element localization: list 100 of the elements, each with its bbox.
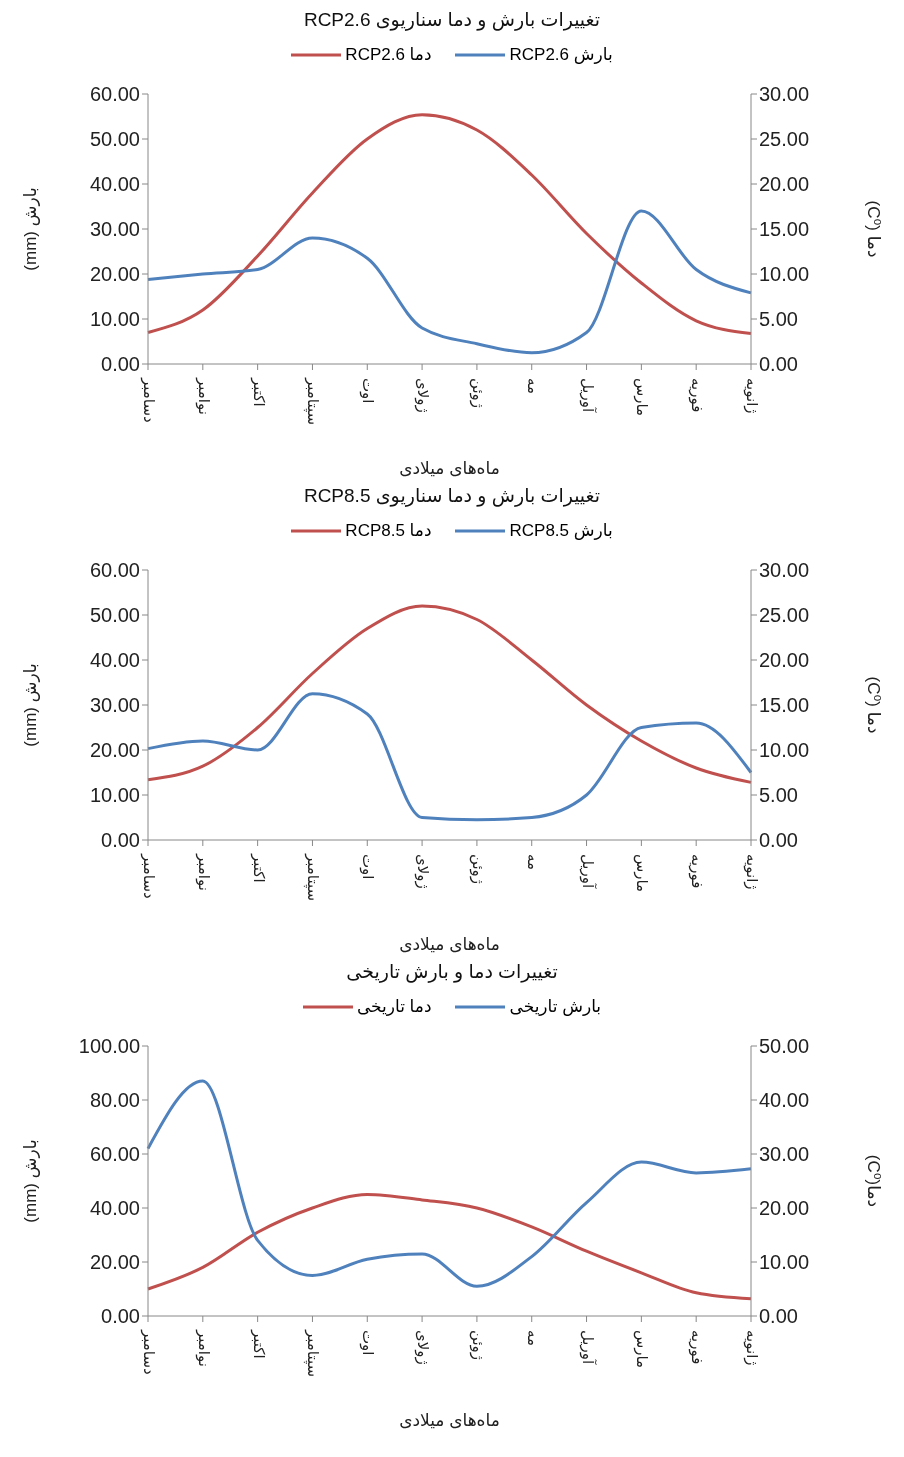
y-tick-label: 0.00 [101,353,140,376]
y-tick-label: 40.00 [89,1197,140,1220]
y2-tick-label: 0.00 [759,1305,798,1328]
chart-title: تغییرات بارش و دما سناریوی RCP2.6 [302,8,602,33]
y-tick-label: 20.00 [89,263,140,286]
y2-tick-label: 5.00 [759,308,798,331]
x-tick-label: اکتبر [249,377,268,407]
x-tick-label: نوامبر [194,1329,213,1367]
y2-tick-label: 20.00 [759,649,810,672]
x-tick-label: سپتامبر [303,1329,323,1378]
y-tick-label: 60.00 [89,559,140,582]
x-tick-label: نوامبر [194,377,213,415]
y2-tick-label: 10.00 [759,739,810,762]
x-tick-label: ژولای [414,854,433,889]
y2-tick-label: 50.00 [759,1035,810,1058]
x-tick-label: مارس [633,378,652,417]
y2-tick-label: 30.00 [759,83,810,106]
x-tick-label: مارس [633,1330,652,1369]
x-tick-label: ژانویه [743,378,762,414]
x-tick-label: دسامبر [140,1329,159,1375]
y-tick-label: 30.00 [89,218,140,241]
x-tick-label: اکتبر [249,1329,268,1359]
x-tick-label: سپتامبر [303,377,323,426]
x-tick-label: ژانویه [743,1330,762,1366]
y2-axis-title: دما(C⁰) [863,1154,883,1208]
y-tick-label: 60.00 [89,1143,140,1166]
x-tick-label: فوریه [688,854,707,889]
y-axis-title: بارش (mm) [21,187,41,271]
line-series [146,604,753,784]
y2-tick-label: 15.00 [759,694,810,717]
x-tick-label: اکتبر [249,853,268,883]
x-tick-label: مه [524,854,542,871]
x-tick-label: مه [524,378,542,395]
y-tick-label: 40.00 [89,173,140,196]
line-series [146,1193,753,1301]
x-axis-title: ماه‌های میلادی [399,935,500,954]
y-tick-label: 10.00 [89,308,140,331]
x-tick-label: فوریه [688,1330,707,1365]
x-tick-label: آوریل [578,854,597,890]
y-tick-label: 0.00 [101,829,140,852]
y2-tick-label: 25.00 [759,604,810,627]
y-tick-label: 20.00 [89,1251,140,1274]
y-tick-label: 100.00 [78,1035,140,1058]
y-tick-label: 10.00 [89,784,140,807]
x-tick-label: ژوئن [468,1330,487,1361]
x-tick-label: دسامبر [140,377,159,423]
x-tick-label: نوامبر [194,853,213,891]
x-tick-label: فوریه [688,378,707,413]
y2-tick-label: 10.00 [759,263,810,286]
y2-tick-label: 30.00 [759,1143,810,1166]
x-tick-label: ژولای [414,1330,433,1365]
legend-label: دما RCP2.6 [345,44,432,65]
x-tick-label: آوریل [578,378,597,414]
y2-axis-title: دما (C⁰) [863,200,883,258]
y-tick-label: 20.00 [89,739,140,762]
line-series [146,692,753,822]
legend-label: دما RCP8.5 [345,520,432,541]
y-axis-title: بارش (mm) [21,663,41,747]
y-axis-title: بارش (mm) [21,1139,41,1223]
y-tick-label: 50.00 [89,128,140,151]
x-tick-label: اوت [359,1330,378,1356]
line-series [146,113,753,335]
x-tick-label: دسامبر [140,853,159,899]
legend-label: بارش RCP8.5 [509,520,613,541]
chart-title: تغییرات دما و بارش تاریخی [345,960,559,985]
x-axis-title: ماه‌های میلادی [399,459,500,478]
y2-tick-label: 20.00 [759,1197,810,1220]
x-tick-label: ژوئن [468,378,487,409]
y-tick-label: 60.00 [89,83,140,106]
y2-tick-label: 30.00 [759,559,810,582]
y-tick-label: 80.00 [89,1089,140,1112]
y2-tick-label: 20.00 [759,173,810,196]
y-tick-label: 30.00 [89,694,140,717]
y-tick-label: 0.00 [101,1305,140,1328]
x-tick-label: آوریل [578,1330,597,1366]
x-tick-label: مه [524,1330,542,1347]
x-tick-label: ژوئن [468,854,487,885]
line-series [146,209,753,355]
x-axis-title: ماه‌های میلادی [399,1411,500,1430]
x-tick-label: ژانویه [743,854,762,890]
x-tick-label: اوت [359,378,378,404]
y2-tick-label: 0.00 [759,829,798,852]
legend-label: دما تاریخی [356,996,432,1017]
y2-axis-title: دما (C⁰) [863,676,883,734]
y2-tick-label: 15.00 [759,218,810,241]
y2-tick-label: 10.00 [759,1251,810,1274]
y-tick-label: 50.00 [89,604,140,627]
legend-label: بارش تاریخی [509,996,602,1017]
y2-tick-label: 5.00 [759,784,798,807]
x-tick-label: اوت [359,854,378,880]
chart-title: تغییرات بارش و دما سناریوی RCP8.5 [302,484,602,509]
y2-tick-label: 0.00 [759,353,798,376]
y2-tick-label: 25.00 [759,128,810,151]
x-tick-label: ژولای [414,378,433,413]
y2-tick-label: 40.00 [759,1089,810,1112]
x-tick-label: مارس [633,854,652,893]
legend-label: بارش RCP2.6 [509,44,613,65]
line-series [146,1079,753,1288]
x-tick-label: سپتامبر [303,853,323,902]
y-tick-label: 40.00 [89,649,140,672]
